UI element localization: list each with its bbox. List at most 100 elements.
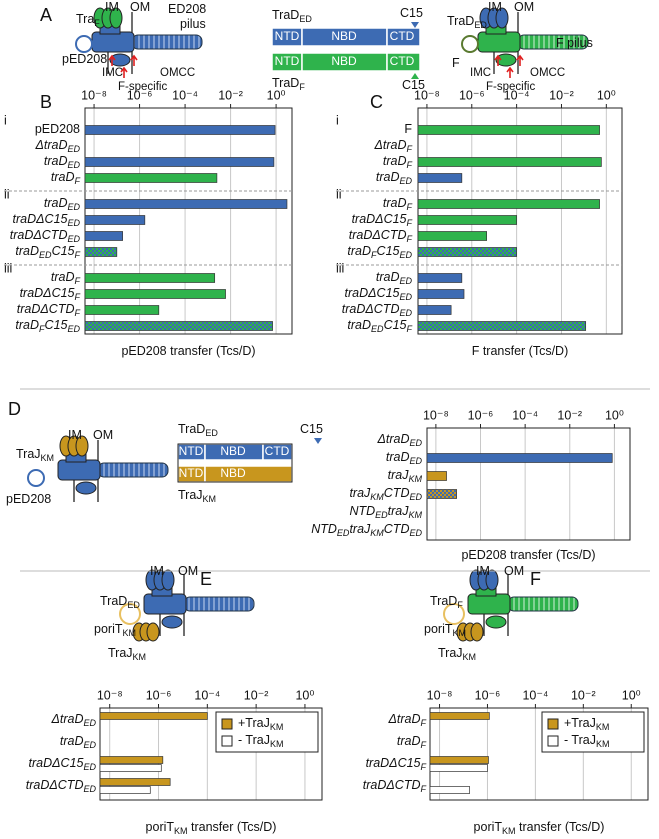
panel-letter: C xyxy=(370,92,383,112)
subscript: F xyxy=(39,324,45,334)
traj xyxy=(146,622,160,642)
label: IM xyxy=(150,564,164,578)
group-label: i xyxy=(4,113,7,127)
category-label: traDΔC15F xyxy=(20,286,81,302)
core xyxy=(477,31,521,53)
legend-box xyxy=(215,711,319,753)
axis-title: pED208 transfer (Tcs/D) xyxy=(461,548,595,562)
panel-letter: E xyxy=(200,569,212,589)
domain-label: NTD xyxy=(275,54,300,68)
diagrams xyxy=(27,7,589,642)
subscript: F xyxy=(75,250,81,260)
label: IMC xyxy=(102,67,123,79)
text-part: traDΔC15 xyxy=(352,212,407,226)
label: poriTKM xyxy=(424,622,466,638)
label: C15 xyxy=(400,6,423,20)
text-part: traD xyxy=(386,450,410,464)
x-tick-label: 10⁻⁸ xyxy=(81,88,107,102)
legend-label: +TraJKM xyxy=(564,716,609,732)
subscript: KM xyxy=(452,628,466,638)
charts: B 10⁻⁸ 10⁻⁶ 10⁻⁴ 10⁻² 10⁰iiiiiipED208ΔtraDEDt… xyxy=(4,88,649,836)
bar xyxy=(84,215,146,225)
label: TraDF xyxy=(430,594,463,610)
arrow xyxy=(494,54,502,66)
x-tick-label: 10⁰ xyxy=(597,88,616,102)
text-part: poriT xyxy=(474,820,503,834)
category-label: traDΔC15ED xyxy=(13,212,81,228)
label: TraDED xyxy=(447,14,487,30)
label: OM xyxy=(93,428,113,442)
text-part: C15 xyxy=(402,78,425,92)
bar xyxy=(426,489,457,499)
label: OM xyxy=(514,0,534,14)
subscript: KM xyxy=(596,739,610,749)
subscript: ED xyxy=(67,202,80,212)
bar xyxy=(84,273,216,283)
text-part: traDΔC15 xyxy=(345,286,400,300)
text-part: F transfer (Tcs/D) xyxy=(472,344,569,358)
text-part: IMC xyxy=(102,67,123,79)
label: poriTKM xyxy=(94,622,136,638)
subscript: KM xyxy=(596,722,610,732)
plasmid xyxy=(27,469,45,487)
text-part: F xyxy=(452,56,460,70)
category-label: traDF xyxy=(397,734,427,750)
text-part: pED208 xyxy=(6,492,51,506)
subunit xyxy=(485,615,507,629)
group-label: i xyxy=(336,113,339,127)
plasmid xyxy=(75,35,93,53)
text-part: ΔtraD xyxy=(373,138,406,152)
x-tick-label: 10⁻⁴ xyxy=(512,408,538,422)
text-part: OM xyxy=(504,564,524,578)
domain-label: NTD xyxy=(179,444,204,458)
category-label: traDED xyxy=(44,196,81,212)
x-tick-label: 10⁰ xyxy=(622,688,641,702)
category-label: traDEDC15F xyxy=(347,318,412,334)
category-label: traDFC15ED xyxy=(15,318,80,334)
x-tick-label: 10⁻² xyxy=(244,688,269,702)
text-part: traJ xyxy=(388,468,410,482)
bar xyxy=(84,247,118,257)
text-part: pED208 xyxy=(35,122,80,136)
category-label: traDED xyxy=(376,170,413,186)
subscript: F xyxy=(94,18,100,28)
label: TraJKM xyxy=(178,488,216,504)
label: pilus xyxy=(180,17,206,31)
text-part: NTD xyxy=(179,466,204,480)
text-part: pED208 xyxy=(62,52,107,66)
category-label: ΔtraDF xyxy=(387,712,426,728)
pilus xyxy=(97,462,169,478)
category-label: traDF xyxy=(51,170,81,186)
text-part: +TraJ xyxy=(564,716,596,730)
subscript: F xyxy=(371,250,377,260)
category-label: traDΔC15ED xyxy=(29,756,97,772)
bar xyxy=(417,321,587,331)
category-label: traJKMCTDED xyxy=(349,486,422,502)
subscript: ED xyxy=(67,218,80,228)
label: IM xyxy=(488,0,502,14)
category-label: traDFC15ED xyxy=(347,244,412,260)
subscript: ED xyxy=(83,718,96,728)
label: TraDED xyxy=(272,8,312,24)
bar xyxy=(84,289,226,299)
category-label: traDED xyxy=(386,450,423,466)
category-label: traDΔCTDF xyxy=(363,778,427,794)
text-part: traD xyxy=(44,154,68,168)
text-part: NTD xyxy=(275,29,300,43)
hexamer xyxy=(161,569,175,591)
text-part: traD xyxy=(397,734,421,748)
bar xyxy=(84,321,273,331)
subunit xyxy=(109,53,131,67)
subscript: F xyxy=(75,308,81,318)
category-label: traDΔCTDED xyxy=(26,778,97,794)
domain-label: NBD xyxy=(220,444,246,458)
subscript: ED xyxy=(399,250,412,260)
subscript: F xyxy=(75,292,81,302)
text-part: poriT xyxy=(94,622,123,636)
bar xyxy=(426,453,613,463)
plot-frame xyxy=(429,707,649,801)
group-label: ii xyxy=(4,187,10,201)
subscript: KM xyxy=(370,492,384,502)
bar xyxy=(417,215,517,225)
subscript: KM xyxy=(203,494,217,504)
